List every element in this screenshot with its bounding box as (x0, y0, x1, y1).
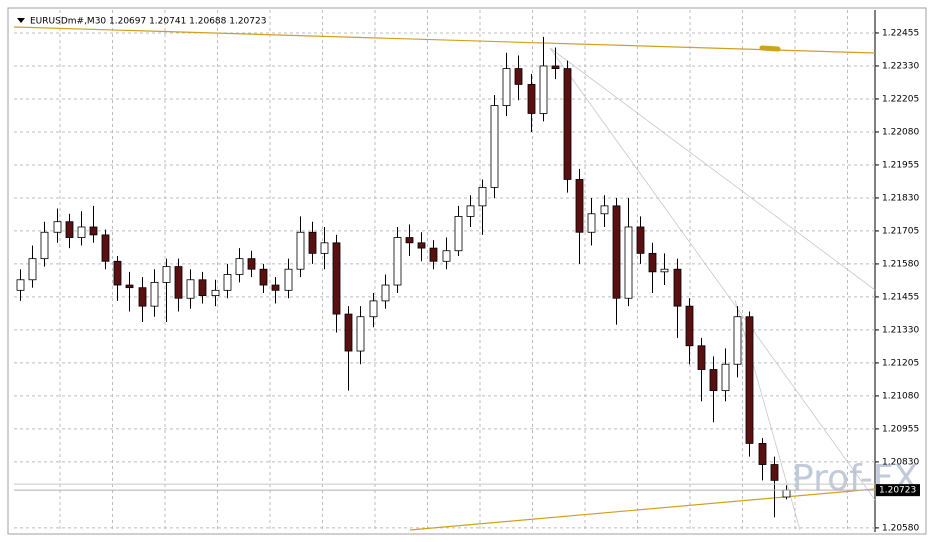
candle-body (344, 313, 353, 352)
candle-body (223, 274, 232, 291)
candle-body (624, 226, 633, 299)
candle-body (502, 68, 511, 106)
candle-body (259, 268, 268, 286)
candle-body (648, 252, 657, 273)
candle-body (296, 231, 305, 270)
y-tick-label: 1.21580 (882, 259, 919, 269)
candle-body (697, 345, 706, 370)
trend-handle (759, 45, 781, 52)
candle-body (211, 289, 220, 297)
candle-body (673, 268, 682, 307)
candle-body (138, 287, 147, 307)
candle-body (332, 242, 341, 315)
candle-body (575, 179, 584, 233)
candle-body (356, 316, 365, 352)
chart-title: EURUSDm#,M30 1.20697 1.20741 1.20688 1.2… (30, 17, 266, 27)
candle-body (174, 266, 183, 299)
candle-body (284, 268, 293, 291)
fan-line (549, 47, 876, 291)
candle-body (563, 68, 572, 180)
candle-body (53, 221, 62, 233)
fan-line (549, 47, 876, 501)
y-tick-label: 1.20955 (882, 424, 919, 434)
candle-body (782, 489, 791, 498)
y-tick-label: 1.21330 (882, 325, 919, 335)
candle-body (660, 268, 669, 273)
trend-line (13, 26, 876, 54)
y-tick-label: 1.22205 (882, 94, 919, 104)
candle-body (745, 316, 754, 444)
candle-body (393, 237, 402, 286)
candle-body (417, 242, 426, 249)
candle-body (308, 231, 317, 254)
candle-body (77, 226, 86, 238)
y-tick-label: 1.22455 (882, 28, 919, 38)
candle-body (587, 213, 596, 233)
price-label: 1.20723 (879, 486, 916, 496)
candle-body (466, 205, 475, 217)
y-tick-label: 1.21205 (882, 358, 919, 368)
candle-body (186, 279, 195, 299)
candle-body (490, 105, 499, 188)
candle-body (721, 363, 730, 392)
menu-arrow (17, 18, 25, 23)
candle-body (685, 305, 694, 347)
candle-body (770, 464, 779, 481)
y-tick-label: 1.20830 (882, 457, 919, 467)
y-tick-label: 1.22080 (882, 127, 919, 137)
candle-body (89, 226, 98, 236)
y-tick-label: 1.22330 (882, 61, 919, 71)
candle-body (539, 65, 548, 114)
candle-body (101, 234, 110, 262)
candle-body (162, 266, 171, 283)
candle-body (709, 369, 718, 392)
candle-body (600, 205, 609, 215)
candle-body (405, 237, 414, 244)
candle-body (381, 284, 390, 302)
candle-body (28, 258, 37, 281)
y-tick-label: 1.21830 (882, 193, 919, 203)
candle-body (636, 226, 645, 254)
candle-body (514, 68, 523, 85)
candle-body (271, 284, 280, 291)
candle-body (65, 221, 74, 238)
candle-body (320, 242, 329, 254)
candle-body (733, 316, 742, 365)
candle-body (113, 260, 122, 286)
candle-body (40, 231, 49, 260)
trend-line (409, 488, 876, 531)
y-tick-label: 1.21080 (882, 391, 919, 401)
candle-body (125, 284, 134, 289)
candle-body (612, 205, 621, 299)
candle-body (198, 279, 207, 297)
candle-body (758, 443, 767, 465)
y-tick-label: 1.21955 (882, 160, 919, 170)
candle-body (527, 84, 536, 114)
candle-body (551, 65, 560, 69)
candle-body (150, 282, 159, 307)
candle-body (442, 250, 451, 262)
candle-body (454, 216, 463, 252)
y-tick-label: 1.21455 (882, 292, 919, 302)
window-frame (7, 7, 927, 535)
candle-body (478, 186, 487, 207)
candle-body (429, 247, 438, 262)
candle-body (369, 300, 378, 318)
candle-body (16, 279, 25, 291)
y-tick-label: 1.21705 (882, 226, 919, 236)
candle-body (247, 258, 256, 270)
price-label-box (876, 484, 920, 497)
candle-body (235, 258, 244, 275)
y-tick-label: 1.20580 (882, 523, 919, 533)
